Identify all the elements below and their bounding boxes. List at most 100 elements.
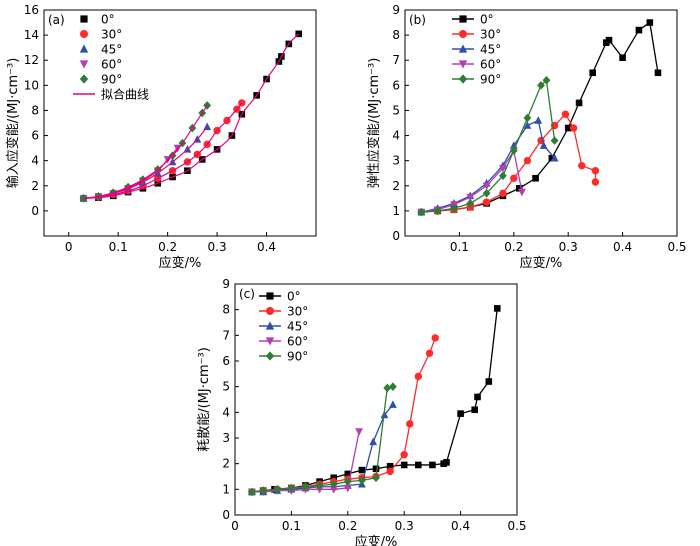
legend-label: 30° (287, 305, 308, 319)
data-point (534, 116, 543, 124)
legend-label: 45° (101, 43, 122, 57)
data-point (329, 479, 338, 489)
legend-marker (458, 74, 468, 84)
series-line (421, 119, 556, 213)
plot-frame (43, 9, 317, 237)
data-point (474, 393, 481, 401)
data-point (406, 420, 414, 428)
plot-frame (234, 283, 518, 516)
data-point (315, 486, 324, 494)
data-point (358, 466, 366, 474)
legend-marker (79, 44, 89, 53)
data-point (523, 121, 532, 129)
panel-label: (c) (239, 287, 255, 301)
data-point (635, 26, 643, 34)
y-tick-label: 7 (222, 328, 230, 342)
data-point (539, 141, 548, 149)
y-tick-label: 4 (392, 129, 400, 143)
y-tick-label: 8 (222, 303, 230, 317)
legend: 0°30°45°60°90° (452, 13, 501, 87)
y-axis-label: 弹性应变能/(MJ·cm⁻³) (366, 58, 382, 189)
data-point (548, 154, 556, 162)
y-tick-label: 2 (222, 457, 230, 471)
x-axis-label: 应变/% (355, 534, 398, 546)
legend-fit-label: 拟合曲线 (101, 87, 149, 102)
data-point (646, 19, 654, 26)
legend-marker (459, 30, 467, 38)
legend-label: 45° (480, 43, 501, 57)
x-axis-label: 应变/% (159, 255, 202, 271)
data-point (561, 110, 570, 118)
x-tick-label: 0.3 (395, 519, 414, 533)
legend: 0°30°45°60°90°拟合曲线 (73, 13, 149, 102)
y-tick-label: 1 (222, 482, 230, 496)
legend-marker (458, 60, 468, 69)
series-line (251, 386, 394, 493)
x-axis-label: 应变/% (520, 255, 563, 271)
data-point (429, 461, 436, 469)
data-point (343, 477, 352, 486)
x-tick-label: 0.4 (257, 240, 276, 254)
y-tick-label: 10 (24, 78, 39, 92)
y-tick-label: 8 (31, 103, 39, 117)
y-tick-label: 0 (392, 229, 400, 243)
y-tick-label: 14 (24, 28, 39, 42)
legend-marker (459, 15, 467, 23)
legend-marker (80, 30, 88, 38)
legend-marker (266, 307, 274, 315)
data-point (466, 199, 475, 208)
data-point (578, 161, 586, 170)
data-point (589, 69, 596, 77)
legend-label: 0° (101, 13, 115, 27)
data-point (259, 486, 268, 495)
data-point (515, 184, 523, 192)
data-point (301, 482, 310, 492)
data-point (499, 189, 507, 198)
y-tick-label: 0 (222, 508, 230, 522)
data-point (358, 476, 366, 485)
data-point (355, 428, 363, 436)
y-tick-label: 0 (31, 204, 39, 218)
data-point (433, 206, 442, 216)
data-point (482, 198, 491, 206)
data-point (343, 484, 352, 493)
data-point (532, 174, 539, 182)
legend-label: 45° (287, 320, 308, 334)
x-tick-label: 0.4 (613, 240, 632, 254)
y-tick-label: 2 (31, 179, 39, 193)
data-point (372, 465, 380, 473)
data-point (383, 383, 392, 393)
y-tick-label: 9 (222, 277, 230, 291)
data-point (386, 462, 394, 470)
x-tick-label: 0.5 (667, 240, 686, 254)
data-point (457, 410, 464, 417)
legend-marker (79, 60, 89, 69)
data-point (443, 459, 450, 466)
data-point (415, 461, 422, 469)
chart-panel-3: 0 0.1 0.2 0.3 0.4 0.5 0 1 2 3 4 5 6 7 8 9 应变/% 耗散能/(MJ·cm… (197, 277, 527, 546)
y-tick-label: 4 (31, 154, 39, 168)
chart-panel-2: 0.1 0.2 0.3 0.4 0.5 0 1 2 3 4 5 6 7 8 9 应变/% 弹性应变能/(MJ·c… (366, 3, 687, 271)
y-tick-label: 4 (222, 405, 230, 419)
data-point (575, 99, 583, 107)
x-tick-label: 0.2 (338, 519, 357, 533)
data-point (330, 474, 337, 482)
data-point (482, 182, 491, 191)
legend-marker (79, 74, 89, 84)
y-tick-label: 9 (392, 3, 400, 17)
x-tick-label: 0.3 (559, 240, 578, 254)
data-point (414, 372, 422, 381)
data-point (389, 382, 397, 391)
data-point (369, 437, 378, 446)
data-point (431, 334, 439, 342)
fit-curve (83, 105, 208, 199)
legend-marker (265, 321, 275, 330)
data-point (466, 193, 475, 202)
data-point (499, 164, 507, 173)
y-tick-label: 16 (24, 3, 39, 17)
data-point (79, 194, 88, 203)
data-point (315, 481, 324, 490)
legend-label: 90° (101, 73, 122, 87)
legend-label: 0° (480, 13, 494, 27)
